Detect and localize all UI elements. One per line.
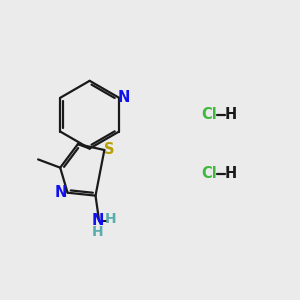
Text: H: H bbox=[225, 107, 237, 122]
Text: Cl: Cl bbox=[201, 107, 217, 122]
Text: Cl: Cl bbox=[201, 166, 217, 181]
Text: H: H bbox=[225, 166, 237, 181]
Text: H: H bbox=[92, 225, 103, 239]
Text: S: S bbox=[104, 142, 115, 157]
Text: N: N bbox=[55, 184, 67, 200]
Text: H: H bbox=[104, 212, 116, 226]
Text: N: N bbox=[92, 213, 104, 228]
Text: N: N bbox=[118, 90, 130, 105]
